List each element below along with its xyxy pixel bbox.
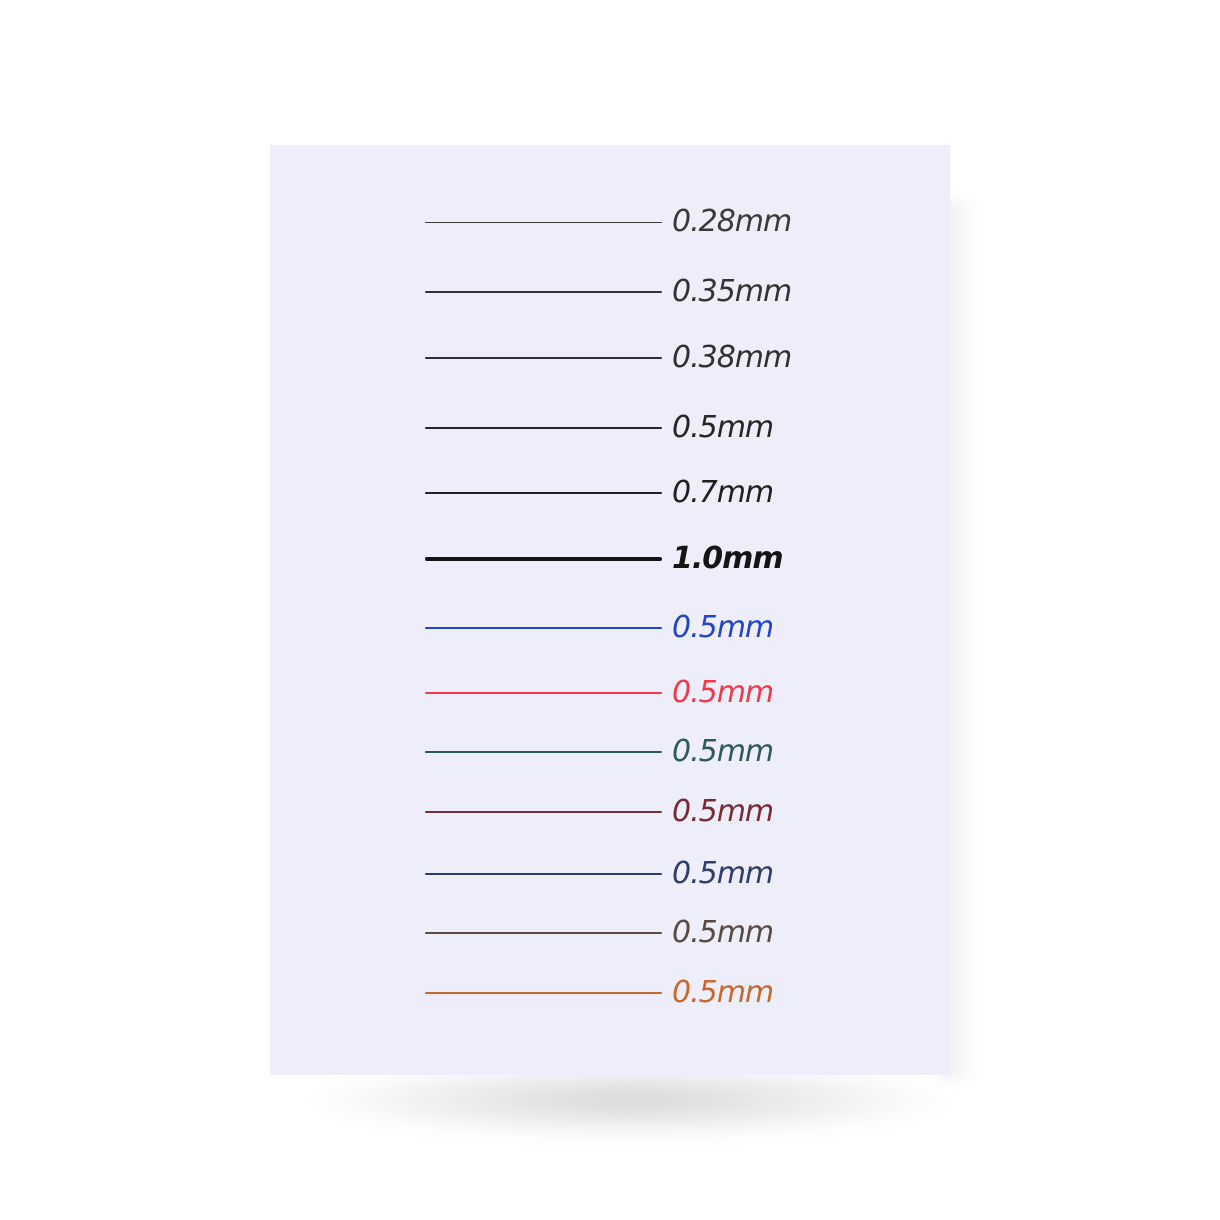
ink-stroke-line: [425, 991, 662, 995]
ink-stroke-line: [425, 810, 662, 814]
ink-stroke-line: [425, 491, 662, 495]
sample-row: 0.5mm: [425, 732, 845, 772]
ink-stroke-line: [425, 931, 662, 935]
sample-row: 0.5mm: [425, 673, 845, 713]
line-width-label: 0.5mm: [672, 856, 774, 891]
line-width-label: 0.38mm: [672, 340, 792, 375]
ink-stroke-line: [425, 427, 662, 429]
ink-stroke-line: [425, 357, 662, 359]
line-width-label: 0.5mm: [672, 915, 774, 950]
line-width-label: 0.35mm: [672, 274, 792, 309]
line-width-label: 0.5mm: [672, 975, 774, 1010]
sample-row: 0.28mm: [425, 202, 845, 242]
line-width-label: 1.0mm: [672, 541, 784, 576]
ink-stroke-line: [425, 626, 662, 630]
ink-stroke-line: [425, 291, 662, 293]
sample-row: 0.5mm: [425, 608, 845, 648]
ink-stroke-line: [425, 872, 662, 876]
line-width-label: 0.7mm: [672, 475, 774, 510]
sample-row: 0.35mm: [425, 272, 845, 312]
sample-row: 0.5mm: [425, 854, 845, 894]
sample-row: 0.5mm: [425, 408, 845, 448]
line-width-label: 0.5mm: [672, 610, 774, 645]
ink-stroke-line: [425, 691, 662, 695]
sample-row: 0.5mm: [425, 973, 845, 1013]
ink-stroke-line: [425, 221, 662, 223]
sample-row: 0.5mm: [425, 913, 845, 953]
line-width-label: 0.5mm: [672, 794, 774, 829]
line-width-label: 0.5mm: [672, 675, 774, 710]
sample-row: 1.0mm: [425, 539, 845, 579]
line-width-label: 0.5mm: [672, 734, 774, 769]
sample-row: 0.5mm: [425, 792, 845, 832]
pen-sample-card: 0.28mm 0.35mm 0.38mm 0.5mm 0.7mm 1.0mm 0.5mm 0.…: [270, 145, 950, 1075]
sample-row: 0.38mm: [425, 338, 845, 378]
ink-stroke-line: [425, 750, 662, 754]
sample-row: 0.7mm: [425, 473, 845, 513]
line-width-label: 0.5mm: [672, 410, 774, 445]
line-width-label: 0.28mm: [672, 204, 792, 239]
ink-stroke-line: [425, 557, 662, 561]
